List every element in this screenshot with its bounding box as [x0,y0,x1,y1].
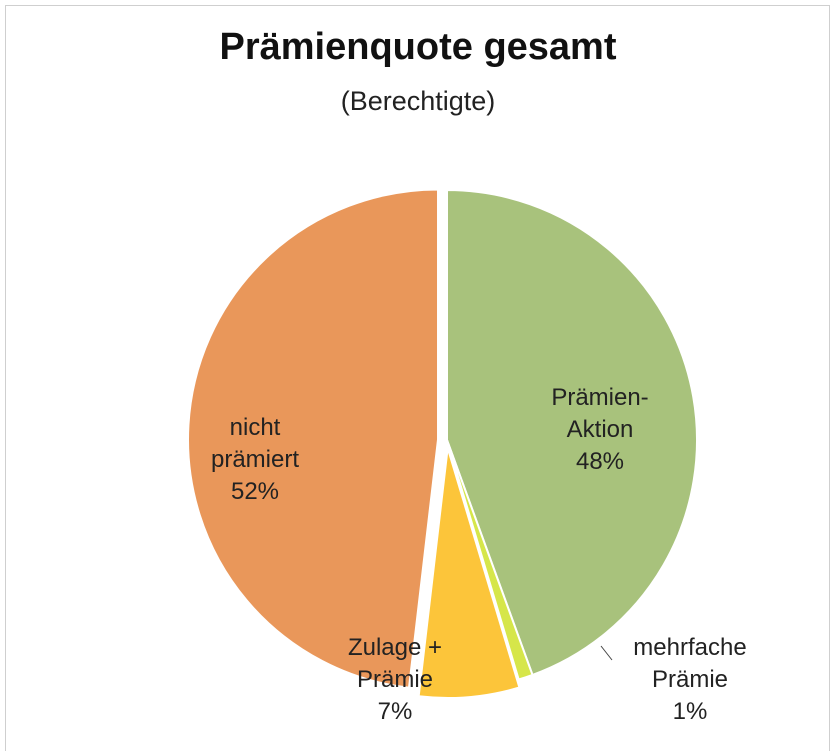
slice-category-label: Prämien-Aktion [551,384,649,443]
pie-slice [187,188,440,689]
leader-line [600,645,613,661]
slice-label: mehrfache Prämie 1% [600,632,780,728]
slice-category-label: Zulage + Prämie [347,634,443,693]
slice-value-label: 1% [672,698,708,725]
slice-value-label: 7% [377,698,413,725]
slice-label: Zulage + Prämie 7% [325,632,465,728]
chart-title: Prämienquote gesamt [219,26,617,68]
chart-frame [5,5,830,751]
pie-slice [446,439,534,681]
slice-label: nicht prämiert 52% [190,412,320,508]
slice-category-label: mehrfache Prämie [633,634,747,693]
slice-value-label: 48% [575,448,625,475]
pie-slice [417,447,521,699]
chart-subtitle: (Berechtigte) [340,86,496,116]
slice-label: Prämien-Aktion 48% [540,382,660,478]
pie-slice [446,188,698,677]
slice-category-label: nicht prämiert [210,414,300,473]
slice-value-label: 52% [230,478,280,505]
